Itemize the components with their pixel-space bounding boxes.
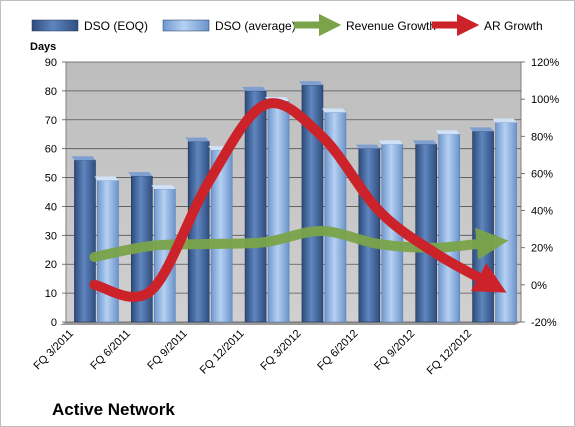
- y-right-tick-label: 0%: [531, 280, 547, 292]
- y-axis-left-title: Days: [30, 41, 56, 53]
- y-left-tick-label: 70: [45, 115, 57, 127]
- legend-label: AR Growth: [484, 19, 543, 33]
- x-tick-label: FQ 3/2011: [31, 328, 76, 373]
- y-left-tick-label: 0: [51, 317, 57, 329]
- y-right-tick-label: 120%: [531, 57, 559, 69]
- legend-swatch: [162, 19, 210, 32]
- growth-lines: [89, 98, 509, 302]
- y-axis-left: 0 10 20 30 40 50 60 70 80 90: [45, 57, 57, 329]
- y-right-tick-label: 60%: [531, 168, 553, 180]
- legend-label: Revenue Growth: [346, 19, 436, 33]
- legend-ar-growth: AR Growth: [432, 13, 543, 37]
- legend-label: DSO (average): [215, 19, 296, 33]
- y-left-tick-label: 90: [45, 57, 57, 69]
- bar-dso-average: [492, 118, 517, 323]
- x-tick-label: FQ 12/2011: [198, 328, 247, 377]
- bar-dso-average: [435, 130, 460, 323]
- legend-swatch: [31, 19, 79, 32]
- y-right-tick-label: -20%: [531, 317, 557, 329]
- bar-dso-average: [378, 140, 404, 323]
- ar-growth-line: [89, 98, 507, 302]
- chart-title: Active Network: [52, 400, 175, 419]
- legend-revenue-growth: Revenue Growth: [294, 13, 436, 37]
- y-axis-right: -20% 0% 20% 40% 60% 80% 100% 120%: [521, 57, 559, 329]
- x-tick-label: FQ 9/2012: [372, 328, 417, 373]
- bar-dso-eoq: [412, 140, 437, 323]
- legend: DSO (EOQ) DSO (average) Revenue Growth AR G…: [31, 13, 543, 37]
- x-tick-label: FQ 12/2012: [425, 328, 475, 378]
- legend-label: DSO (EOQ): [84, 19, 148, 33]
- x-tick-label: FQ 6/2012: [315, 328, 360, 373]
- legend-dso-average: DSO (average): [162, 19, 296, 33]
- bar-dso-average: [265, 97, 290, 323]
- y-right-tick-label: 20%: [531, 243, 553, 255]
- y-right-tick-label: 80%: [531, 131, 553, 143]
- y-left-tick-label: 20: [45, 259, 57, 271]
- y-right-tick-label: 40%: [531, 206, 553, 218]
- bar-dso-eoq: [469, 127, 494, 323]
- y-left-tick-label: 10: [45, 288, 57, 300]
- x-tick-label: FQ 9/2011: [145, 328, 190, 373]
- bar-dso-eoq: [71, 156, 96, 323]
- x-axis: FQ 3/2011 FQ 6/2011 FQ 9/2011 FQ 12/2011 FQ …: [31, 328, 474, 378]
- y-left-tick-label: 40: [45, 201, 57, 213]
- y-left-tick-label: 30: [45, 230, 57, 242]
- bar-dso-eoq: [242, 86, 267, 323]
- bar-dso-eoq: [355, 144, 381, 323]
- bar-dso-eoq: [298, 81, 324, 323]
- plot-floor: [60, 322, 521, 325]
- y-left-tick-label: 60: [45, 144, 57, 156]
- legend-dso-eoq: DSO (EOQ): [31, 19, 148, 33]
- y-right-tick-label: 100%: [531, 94, 559, 106]
- x-tick-label: FQ 6/2011: [88, 328, 133, 373]
- y-left-tick-label: 80: [45, 86, 57, 98]
- y-left-tick-label: 50: [45, 173, 57, 185]
- x-tick-label: FQ 3/2012: [258, 328, 303, 373]
